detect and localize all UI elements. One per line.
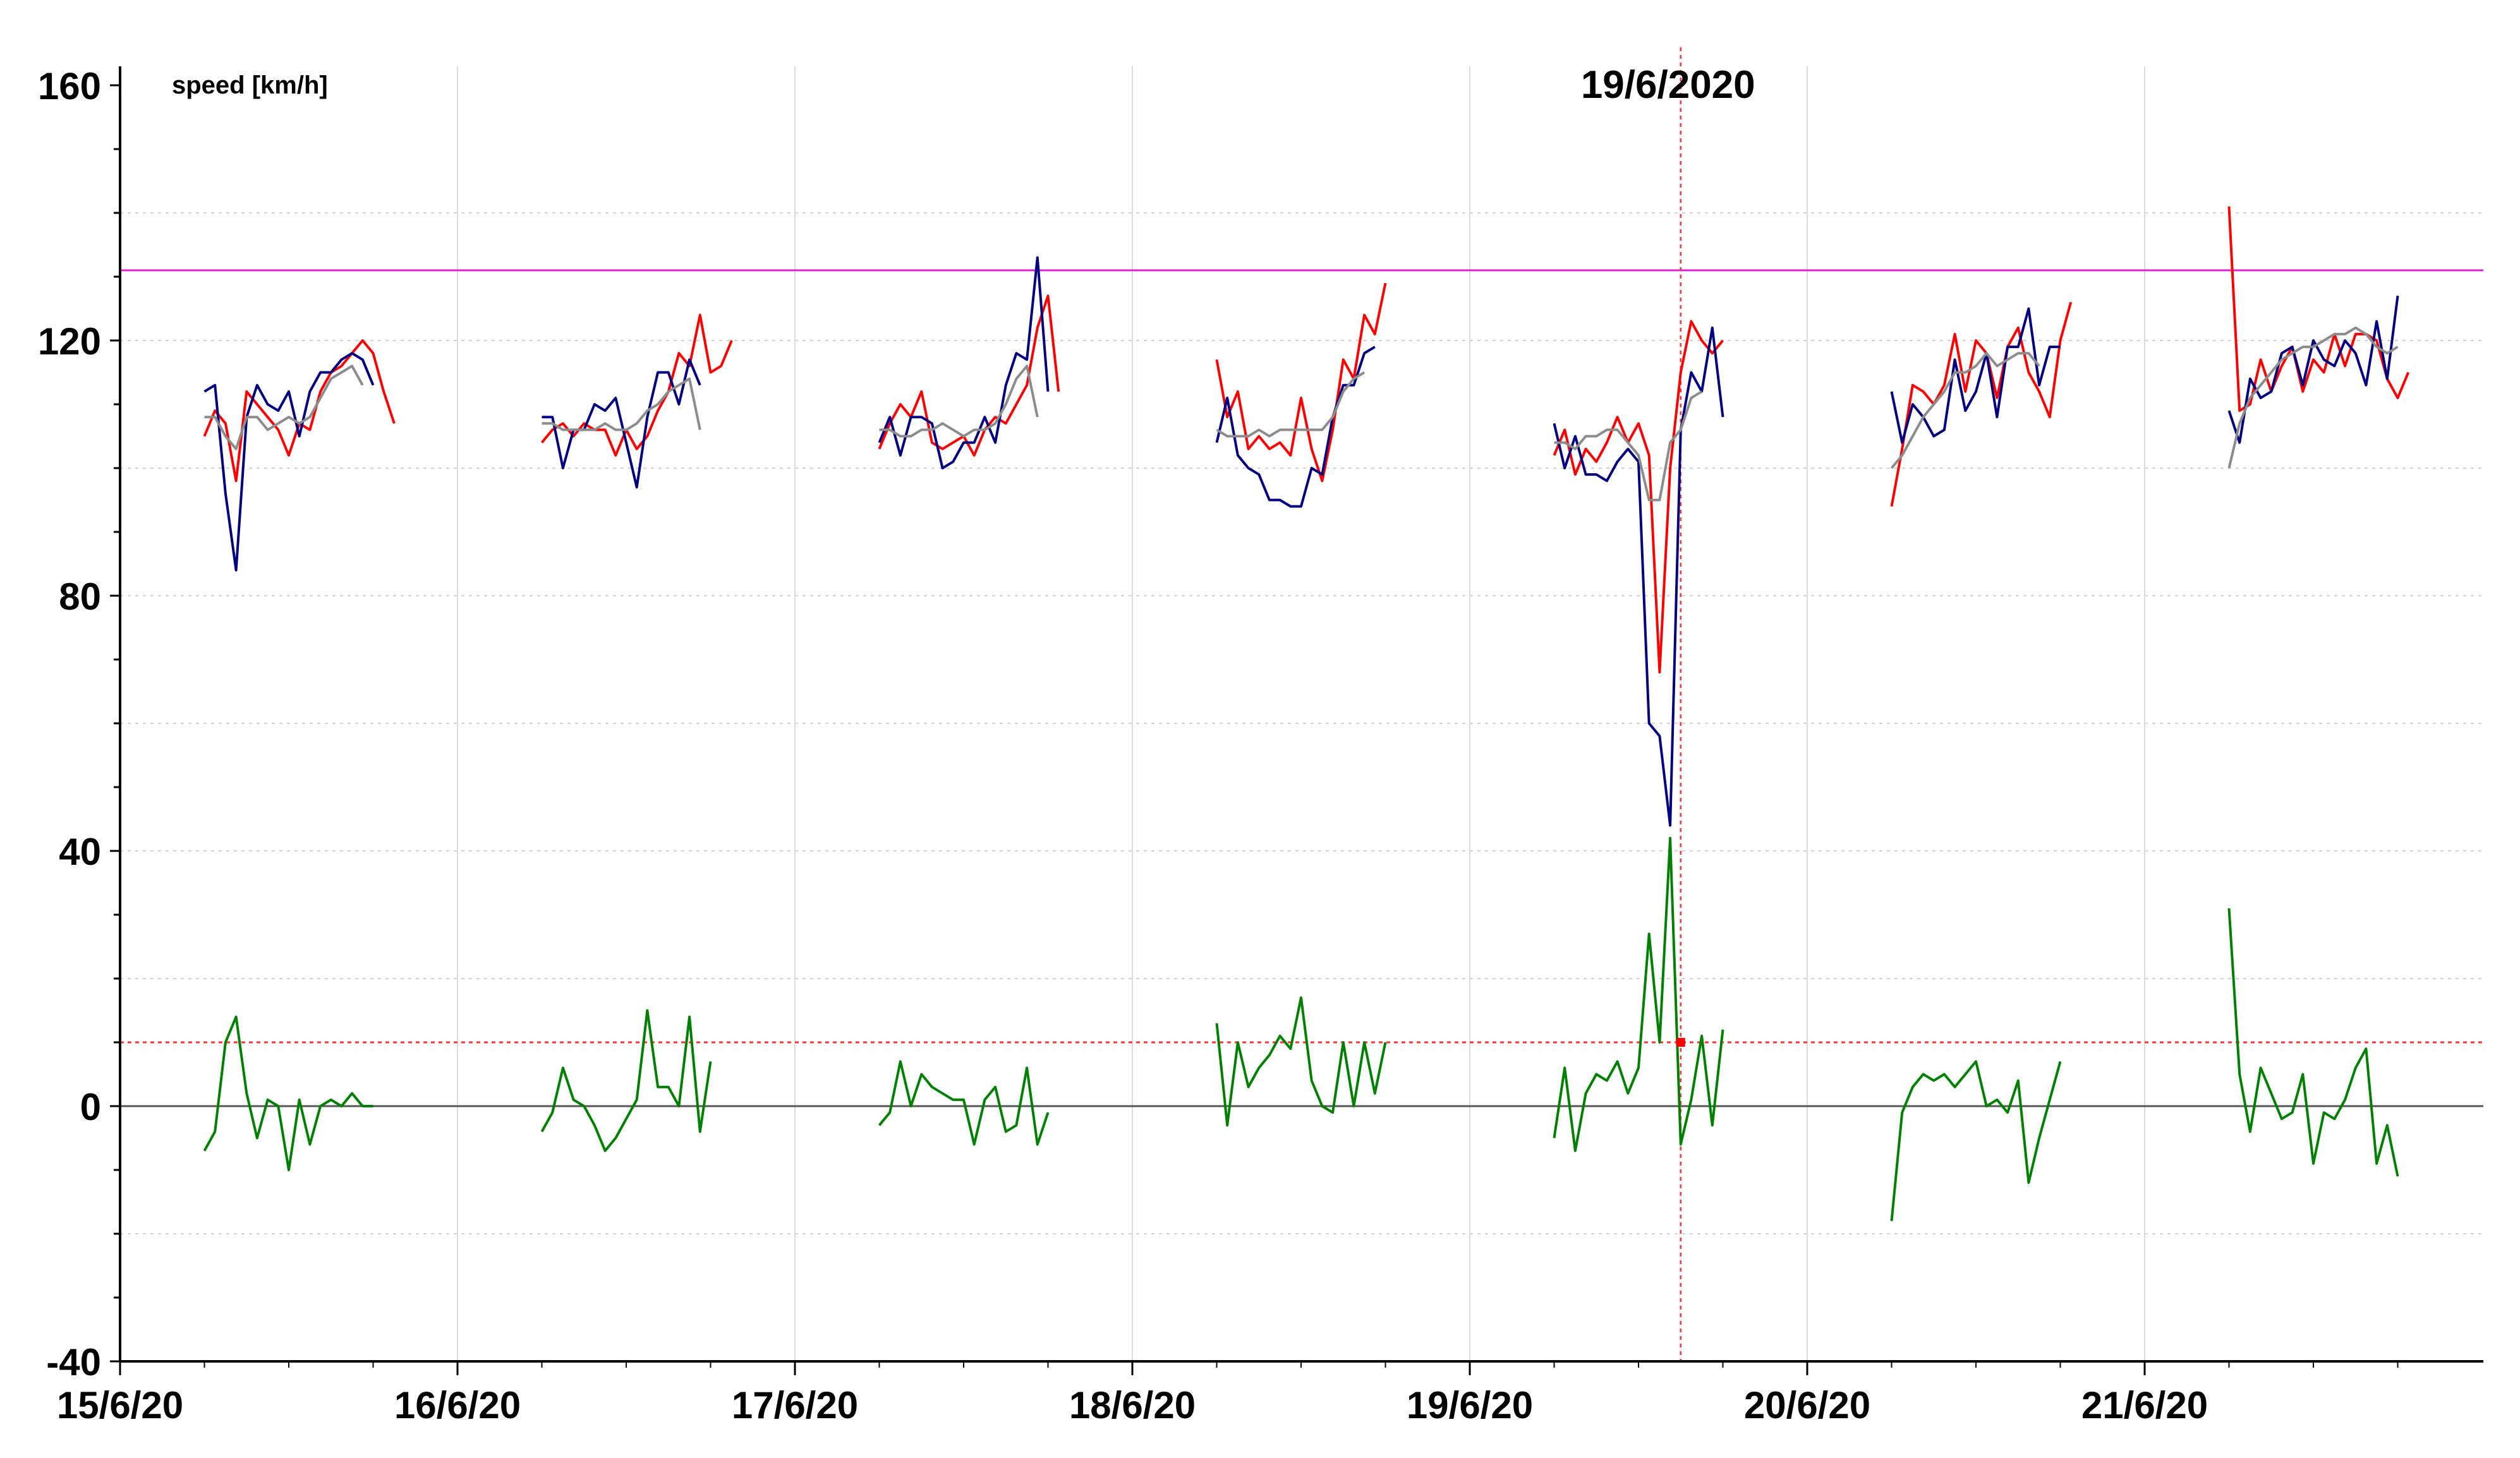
series-red-line [1215, 282, 1387, 483]
y-tick-label: 0 [80, 1086, 101, 1128]
series-green-line [1890, 1060, 2062, 1221]
reference-lines [120, 47, 2483, 1361]
series-gray-line [2227, 326, 2399, 469]
series-red-line [540, 313, 733, 457]
series-gray-line [1216, 371, 1366, 438]
x-tick-label: 16/6/20 [394, 1384, 521, 1426]
series-blue-line [2227, 296, 2399, 444]
series-red-line [1890, 301, 2073, 507]
series-gray-line [879, 364, 1039, 438]
x-tick-label: 18/6/20 [1069, 1384, 1196, 1426]
series-blue-line [1553, 326, 1724, 827]
series-red-line [203, 339, 396, 483]
y-tick-label: 160 [38, 65, 101, 107]
y-axis-label: speed [km/h] [172, 71, 328, 99]
x-tick-label: 17/6/20 [732, 1384, 858, 1426]
series-blue-line [878, 256, 1050, 469]
marker-point [1676, 1038, 1685, 1047]
grid-lines [120, 66, 2483, 1361]
x-tick-label: 21/6/20 [2081, 1384, 2208, 1426]
series-red-line [1553, 320, 1724, 674]
series-gray-line [1554, 390, 1703, 502]
y-tick-label: -40 [46, 1341, 101, 1383]
series-lines [203, 206, 2410, 1221]
series-gray-line [204, 364, 364, 450]
series-green-line [203, 1015, 373, 1171]
marker-date-label: 19/6/2020 [1581, 63, 1755, 107]
axes: -40 0 40 80 120 160 15/6/20 16/6/20 17/6/20 18/6/… [38, 65, 2483, 1426]
series-red-line [2227, 206, 2410, 413]
series-gray-line [1890, 352, 2040, 469]
x-tick-label: 20/6/20 [1744, 1384, 1870, 1426]
series-blue-line [1890, 307, 2061, 444]
series-gray-line [542, 377, 701, 431]
series-green-line [1215, 996, 1387, 1127]
series-green-line [878, 1060, 1050, 1146]
y-tick-label: 120 [38, 320, 101, 363]
y-tick-label: 80 [59, 575, 101, 618]
x-tick-label: 19/6/20 [1407, 1384, 1533, 1426]
series-blue-line [203, 352, 375, 572]
series-green-line [1553, 836, 1724, 1152]
series-green-line [2227, 908, 2399, 1177]
x-tick-label: 15/6/20 [57, 1384, 183, 1426]
y-tick-label: 40 [59, 831, 101, 873]
series-green-line [540, 1009, 712, 1152]
